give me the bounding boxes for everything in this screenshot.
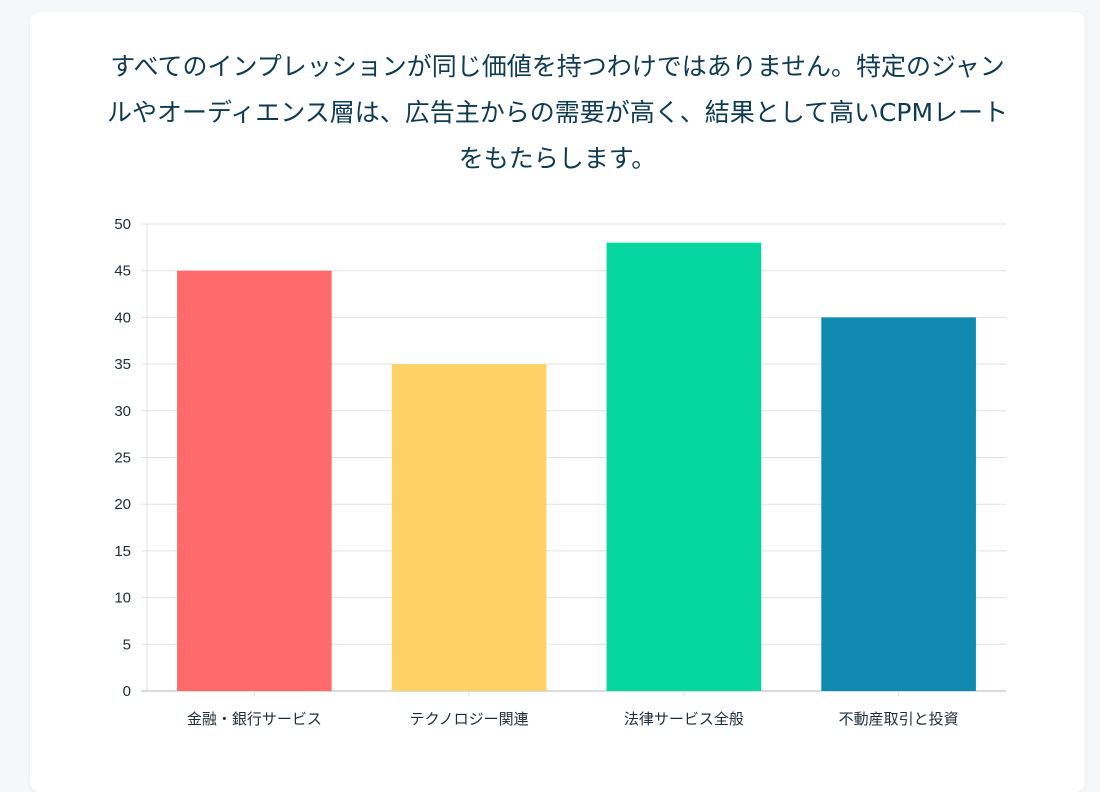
y-tick-label-50: 50	[114, 216, 131, 233]
description-line-3: をもたらします。	[458, 144, 657, 173]
bars	[177, 242, 976, 691]
x-tick-labels: 金融・銀行サービス テクノロジー関連 法律サービス全般 不動産取引と投資	[187, 691, 959, 728]
y-tick-label-15: 15	[114, 543, 131, 560]
y-tick-label-25: 25	[114, 450, 131, 467]
bar-3	[606, 242, 762, 691]
y-tick-label-45: 45	[114, 263, 131, 280]
x-tick-label-2: テクノロジー関連	[410, 710, 529, 728]
x-tick-label-4: 不動産取引と投資	[839, 710, 959, 728]
y-tick-label-35: 35	[114, 356, 131, 373]
description-line-2: ルやオーディエンス層は、広告主からの需要が高く、結果として高いCPMレート	[106, 98, 1009, 127]
bar-4	[821, 317, 976, 691]
bar-2	[391, 364, 547, 691]
y-tick-label-30: 30	[114, 403, 131, 420]
y-tick-label-20: 20	[114, 496, 131, 513]
description-line-1: すべてのインプレッションが同じ価値を持つわけではありません。特定のジャン	[110, 52, 1005, 81]
y-tick-label-40: 40	[114, 309, 131, 326]
bar-1	[177, 270, 332, 691]
chart-description: すべてのインプレッションが同じ価値を持つわけではありません。特定のジャン ルやオ…	[30, 44, 1085, 182]
x-tick-label-1: 金融・銀行サービス	[187, 710, 322, 728]
x-tick-label-3: 法律サービス全般	[624, 710, 744, 728]
bar-chart: 0 5 10 15 20 25 30 35 40 45 50 金融・銀行サービス テクノロジー関連 法律…	[114, 216, 1006, 728]
y-tick-label-0: 0	[123, 683, 131, 700]
y-tick-label-10: 10	[114, 590, 131, 607]
y-tick-label-5: 5	[123, 636, 131, 653]
y-tick-labels: 0 5 10 15 20 25 30 35 40 45 50	[114, 216, 131, 700]
